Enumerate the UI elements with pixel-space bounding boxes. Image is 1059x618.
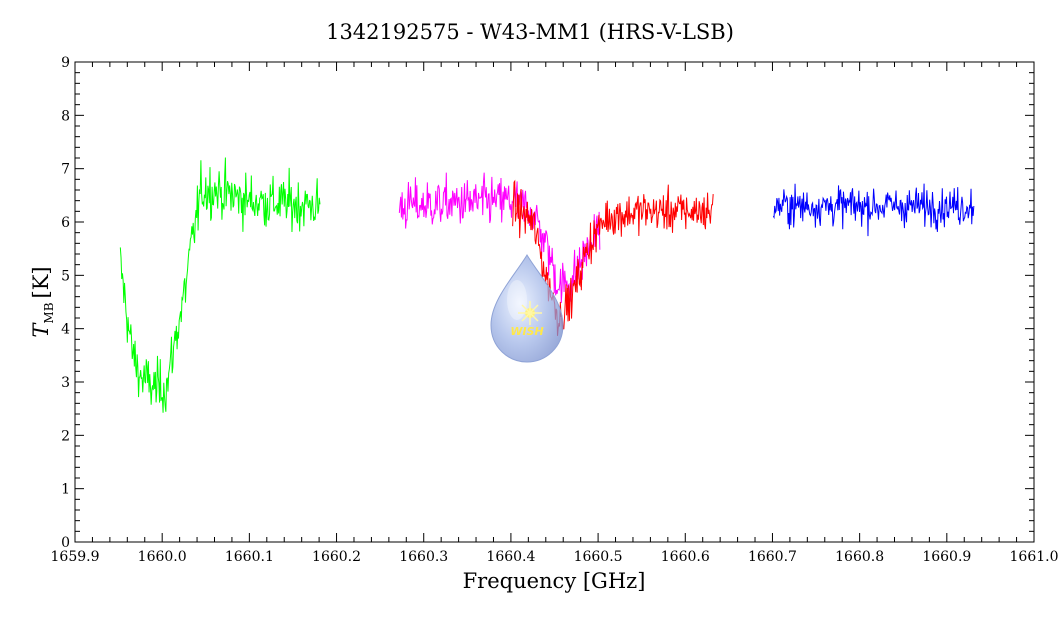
x-tick-label: 1660.7 (748, 549, 797, 565)
x-tick-label: 1660.4 (486, 549, 535, 565)
y-axis-label: TMB [K] (29, 266, 56, 337)
plot-frame (74, 61, 1035, 543)
spectrum-series-2 (398, 172, 601, 303)
x-tick-label: 1660.8 (835, 549, 884, 565)
wish-logo: WISH (490, 254, 564, 363)
x-tick-label: 1661.0 (1010, 549, 1059, 565)
x-tick-label: 1660.1 (225, 549, 274, 565)
chart-title: 1342192575 - W43-MM1 (HRS-V-LSB) (326, 20, 734, 44)
y-tick-label: 9 (61, 55, 70, 71)
x-tick-label: 1660.2 (312, 549, 361, 565)
y-tick-label: 4 (61, 322, 70, 338)
x-tick-label: 1660.0 (138, 549, 187, 565)
y-axis-label-subscript: MB (42, 302, 56, 323)
spectrum-series-1 (119, 157, 321, 413)
x-tick-label: 1660.3 (399, 549, 448, 565)
series-layer (119, 157, 975, 413)
y-axis: 0 1 2 3 4 5 6 7 8 9 (61, 55, 1034, 551)
x-tick-label: 1660.5 (574, 549, 623, 565)
x-axis: 1659.9 1660.0 1660.1 1660.2 1660.3 1660.4 1660… (51, 62, 1059, 565)
y-tick-label: 1 (61, 482, 70, 498)
y-tick-label: 7 (61, 162, 70, 178)
y-tick-label: 2 (61, 428, 70, 444)
y-axis-label-symbol: T (29, 322, 53, 338)
y-tick-label: 8 (61, 108, 70, 124)
star-icon (518, 301, 542, 325)
x-axis-label: Frequency [GHz] (463, 569, 646, 593)
wish-logo-text: WISH (510, 325, 543, 338)
spectrum-series-4 (772, 183, 975, 237)
spectrum-series-3 (512, 179, 714, 336)
y-tick-label: 3 (61, 375, 70, 391)
y-tick-label: 5 (61, 268, 70, 284)
x-tick-label: 1660.9 (922, 549, 971, 565)
x-tick-label: 1659.9 (51, 549, 100, 565)
y-tick-label: 0 (61, 535, 70, 551)
y-tick-label: 6 (61, 215, 70, 231)
y-axis-label-unit: [K] (29, 266, 53, 298)
x-tick-label: 1660.6 (661, 549, 710, 565)
